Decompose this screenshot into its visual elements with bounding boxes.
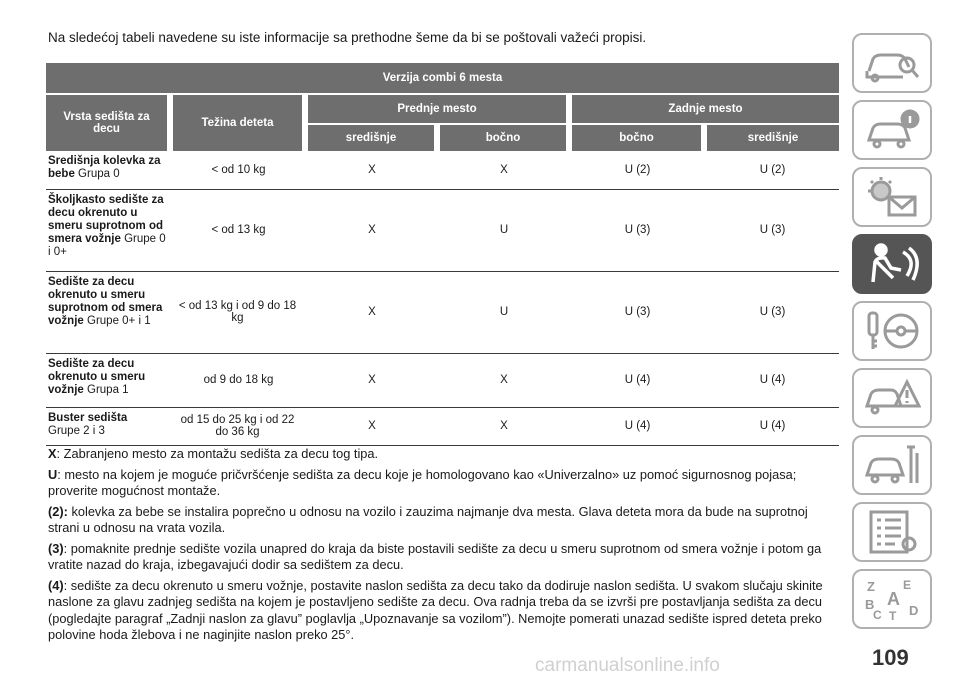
tab-car-info[interactable] <box>852 100 932 160</box>
note-key: (4) <box>48 577 64 593</box>
car-search-icon <box>865 53 920 83</box>
car-maintenance-tools-icon <box>864 445 919 484</box>
weight-cell: < od 13 kg i od 9 do 18 kg <box>170 271 305 354</box>
tab-technical-data[interactable] <box>852 502 932 562</box>
rear-center-cell: U (4) <box>704 353 839 408</box>
car-crash-warning-icon <box>864 378 921 415</box>
front-center-cell: X <box>305 353 437 408</box>
tab-index[interactable]: Z E A B C T D <box>852 569 932 629</box>
rear-center-cell: U (3) <box>704 271 839 354</box>
note-key: U <box>48 466 58 482</box>
index-letter: A <box>887 589 900 609</box>
header-front-side: bočno <box>434 124 569 151</box>
note-text: : sedište za decu okrenuto u smeru vožnj… <box>48 577 823 643</box>
car-info-icon <box>866 109 920 149</box>
front-center-cell: X <box>305 151 437 190</box>
rear-side-cell: U (3) <box>569 271 704 354</box>
weight-cell: od 9 do 18 kg <box>170 353 305 408</box>
rear-side-cell: U (4) <box>569 353 704 408</box>
front-center-cell: X <box>305 189 437 272</box>
note-text: : pomaknite prednje sedište vozila unapr… <box>48 540 822 573</box>
note-key: X <box>48 446 57 461</box>
note-text: kolevka za bebe se instalira poprečno u … <box>48 503 808 536</box>
header-rear-center: središnje <box>701 124 839 151</box>
header-seat-type: Vrsta sedišta za decu <box>46 94 170 151</box>
index-letter: B <box>865 597 874 612</box>
specifications-list-icon <box>869 510 917 554</box>
seat-group: Grupa 1 <box>87 383 129 396</box>
index-letter: D <box>909 603 918 618</box>
page-number: 109 <box>872 645 909 670</box>
header-rear-side: bočno <box>566 124 704 151</box>
index-letter: C <box>873 608 882 621</box>
table-title: Verzija combi 6 mesta <box>46 63 839 95</box>
rear-side-cell: U (3) <box>569 189 704 272</box>
front-side-cell: X <box>437 151 569 190</box>
note-3: (3): pomaknite prednje sedište vozila un… <box>48 541 838 574</box>
notes-section: X: Zabranjeno mesto za montažu sedišta z… <box>48 446 838 648</box>
index-letter: E <box>903 578 911 592</box>
tab-warning-lights[interactable] <box>852 167 932 227</box>
seat-group: Grupe 0 i 0+ <box>48 232 166 258</box>
index-letter: T <box>889 609 897 621</box>
front-center-cell: X <box>305 271 437 354</box>
tab-car-search[interactable] <box>852 33 932 93</box>
header-front-center: središnje <box>302 124 437 151</box>
rear-center-cell: U (4) <box>704 407 839 446</box>
seat-type-name: Buster sedišta <box>48 411 128 424</box>
seat-type-name: Središnja kolevka za bebe <box>48 155 161 180</box>
table-row: Središnja kolevka za bebe Grupa 0 < od 1… <box>46 151 839 190</box>
note-text: : Zabranjeno mesto za montažu sedišta za… <box>56 446 379 461</box>
note-4: (4): sedište za decu okrenuto u smeru vo… <box>48 578 838 644</box>
alphabetical-index-icon: Z E A B C T D <box>865 578 918 621</box>
child-seat-table: Verzija combi 6 mesta Vrsta sedišta za d… <box>46 63 839 446</box>
front-side-cell: X <box>437 407 569 446</box>
table-row: Sedište za decu okrenuto u smeru vožnje … <box>46 353 839 408</box>
rear-center-cell: U (3) <box>704 189 839 272</box>
seat-type-name: Školjkasto sedište za decu okrenuto u sm… <box>48 193 164 245</box>
table-row: Sedište za decu okrenuto u smeru suprotn… <box>46 271 839 354</box>
tab-maintenance[interactable] <box>852 435 932 495</box>
table-row: Buster sedišta Grupe 2 i 3 od 15 do 25 kg… <box>46 407 839 446</box>
key-steering-wheel-icon <box>867 311 919 349</box>
rear-side-cell: U (4) <box>569 407 704 446</box>
table-row: Školjkasto sedište za decu okrenuto u sm… <box>46 189 839 272</box>
note-key: (2): <box>48 503 68 519</box>
front-side-cell: U <box>437 189 569 272</box>
seat-type-name: Sedište za decu okrenuto u smeru suprotn… <box>48 275 163 327</box>
note-u: U: mesto na kojem je moguće pričvršćenje… <box>48 467 838 500</box>
header-weight: Težina deteta <box>167 94 305 151</box>
weight-cell: < od 13 kg <box>170 189 305 272</box>
seat-group: Grupa 0 <box>78 168 120 180</box>
front-side-cell: U <box>437 271 569 354</box>
warning-light-envelope-icon <box>868 177 917 217</box>
front-center-cell: X <box>305 407 437 446</box>
tab-safety[interactable] <box>852 234 932 294</box>
intro-text: Na sledećoj tabeli navedene su iste info… <box>48 30 647 45</box>
seat-group: Grupe 0+ i 1 <box>87 314 151 327</box>
note-x: X: Zabranjeno mesto za montažu sedišta z… <box>48 446 838 463</box>
chapter-sidebar: Z E A B C T D <box>852 33 932 636</box>
watermark: carmanualsonline.info <box>535 655 720 676</box>
note-text: : mesto na kojem je moguće pričvršćenje … <box>48 466 797 499</box>
index-letter: Z <box>867 579 875 594</box>
seatbelt-airbag-icon <box>871 243 919 283</box>
weight-cell: od 15 do 25 kg i od 22 do 36 kg <box>170 407 305 446</box>
seat-type-name: Sedište za decu okrenuto u smeru vožnje <box>48 357 146 396</box>
front-side-cell: X <box>437 353 569 408</box>
weight-cell: < od 10 kg <box>170 151 305 190</box>
header-rear-seat: Zadnje mesto <box>566 94 839 125</box>
tab-emergency[interactable] <box>852 368 932 428</box>
rear-center-cell: U (2) <box>704 151 839 190</box>
tab-starting-driving[interactable] <box>852 301 932 361</box>
rear-side-cell: U (2) <box>569 151 704 190</box>
note-2: (2): kolevka za bebe se instalira popreč… <box>48 504 838 537</box>
note-key: (3) <box>48 540 64 556</box>
seat-group: Grupe 2 i 3 <box>48 424 105 437</box>
header-front-seat: Prednje mesto <box>302 94 569 125</box>
